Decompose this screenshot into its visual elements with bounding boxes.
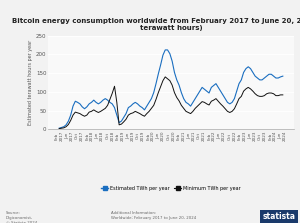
Title: Bitcoin energy consumption worldwide from February 2017 to June 20, 2024 (in
ter: Bitcoin energy consumption worldwide fro…: [12, 18, 300, 31]
Text: Source:
Digiconomist,
© Statista 2024: Source: Digiconomist, © Statista 2024: [6, 211, 37, 223]
Text: statista: statista: [262, 212, 296, 221]
Y-axis label: Estimated terawatt hours per year: Estimated terawatt hours per year: [28, 40, 33, 125]
Text: Additional Information:
Worldwide; February 2017 to June 20, 2024: Additional Information: Worldwide; Febru…: [111, 211, 196, 220]
Legend: Estimated TWh per year, Minimum TWh per year: Estimated TWh per year, Minimum TWh per …: [99, 184, 243, 192]
